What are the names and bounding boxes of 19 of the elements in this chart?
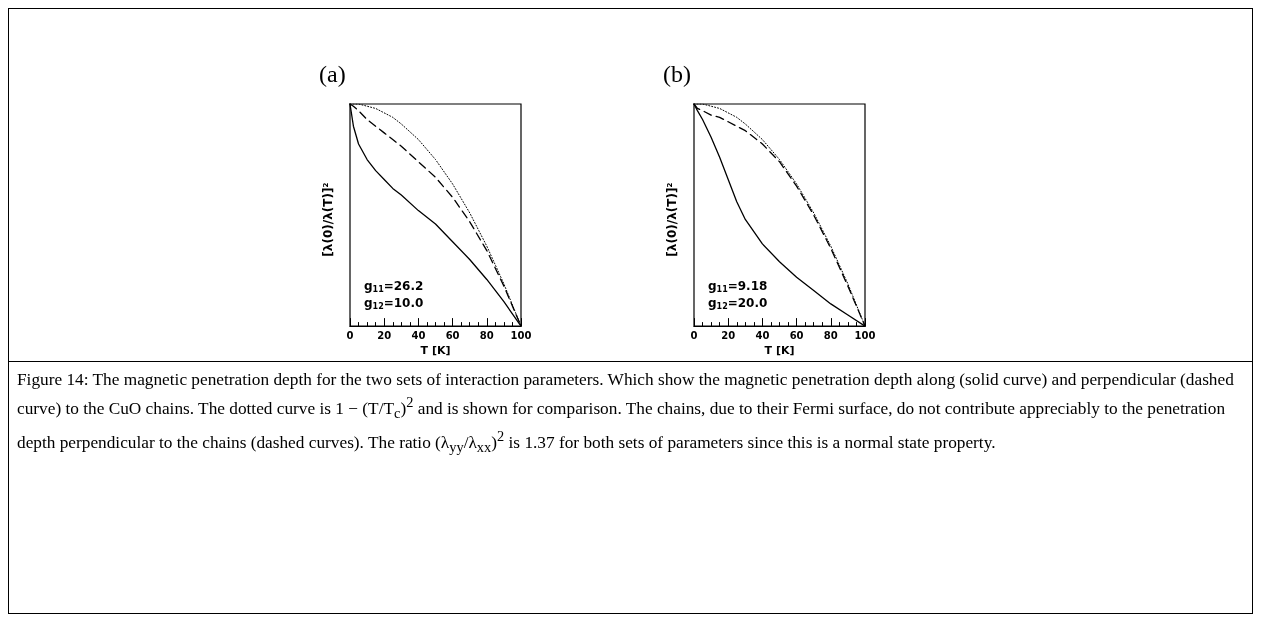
y-axis-title: [λ(0)/λ(T)]² <box>321 182 335 257</box>
x-tick-label: 20 <box>721 329 736 341</box>
x-axis-title: T [K] <box>420 344 451 357</box>
x-tick-label: 100 <box>510 329 532 341</box>
x-tick-label: 20 <box>377 329 392 341</box>
x-tick-label: 0 <box>346 329 354 341</box>
x-tick-label: 60 <box>789 329 804 341</box>
x-tick-label: 60 <box>445 329 460 341</box>
x-tick-label: 0 <box>690 329 698 341</box>
x-tick-label: 80 <box>823 329 838 341</box>
x-tick-label: 40 <box>755 329 770 341</box>
text: Figure 14: The magnetic penetration depth for the two sets of interaction parameters. Which show the magnetic penetration depth along (solid curve) and perpendicular (dashed curve) to the CuO chains. The dotted curve is 1 − (T/T$_{c}$)$^{2}$ and is shown for comparison. The chains, due to their Fermi surface, do not contribute appreciably to the penetration depth perpendicular to the chains (dashed curves). The ratio (λ$_{yy}$/λ$_{xx}$)$^{2}$ is 1.37 for both sets of parameters since this is a normal state property. <box>17 370 1234 456</box>
x-tick-label: 80 <box>479 329 494 341</box>
chart-title: (b) <box>663 61 691 87</box>
x-tick-label: 100 <box>854 329 876 341</box>
chart-title: (a) <box>319 61 346 87</box>
x-axis-title: T [K] <box>764 344 795 357</box>
x-tick-label: 40 <box>411 329 426 341</box>
y-axis-title: [λ(0)/λ(T)]² <box>665 182 679 257</box>
